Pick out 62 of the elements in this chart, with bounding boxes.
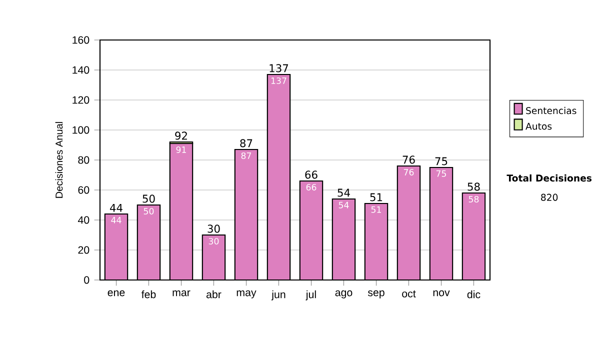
x-tick-label: dic [467, 290, 480, 298]
data-label: 50 [144, 208, 154, 214]
text: Total Decisiones [506, 174, 592, 182]
bar [462, 192, 486, 280]
bar [332, 199, 356, 280]
data-label: 54 [338, 202, 349, 208]
y-tick-label: 60 [78, 186, 90, 194]
y-tick-label: 0 [84, 276, 90, 284]
total-label: 44 [110, 204, 122, 212]
y-axis-title: Decisiones Anual [55, 122, 63, 198]
x-tick-label: abr [206, 290, 222, 298]
data-label: 44 [111, 216, 122, 224]
x-tick-label: jun [271, 290, 286, 300]
data-label: 66 [306, 184, 316, 190]
y-tick-label: 20 [78, 246, 90, 254]
y-tick-label: 100 [72, 126, 90, 134]
data-label: 75 [436, 170, 446, 177]
y-tick-label: 40 [78, 216, 90, 224]
data-label: 30 [208, 238, 219, 244]
data-label: 137 [271, 77, 286, 84]
total-label: 66 [305, 170, 318, 179]
bar [430, 168, 453, 280]
legend-label: Sentencias [526, 106, 576, 114]
x-tick-label: jul [306, 290, 316, 300]
total-label: 76 [402, 156, 415, 164]
data-label: 76 [404, 168, 414, 176]
x-tick-label: ene [108, 290, 125, 296]
x-tick-label: nov [433, 290, 450, 296]
total-label: 92 [175, 132, 187, 140]
y-tick-label: 120 [72, 96, 90, 104]
data-label: 58 [468, 196, 479, 202]
x-tick-label: sep [368, 290, 384, 298]
data-label: 91 [176, 146, 186, 153]
bar [234, 150, 258, 280]
bar [364, 204, 388, 280]
bar [170, 144, 193, 280]
total-label: 58 [468, 182, 480, 191]
total-label: 51 [370, 193, 382, 202]
bar [137, 205, 160, 280]
text: 820 [541, 194, 558, 201]
y-tick-label: 80 [78, 156, 90, 164]
x-tick-label: may [236, 290, 256, 298]
total-label: 30 [208, 224, 220, 233]
data-label: 51 [371, 206, 381, 213]
bar [267, 74, 290, 280]
bar [300, 181, 323, 280]
x-tick-label: feb [141, 290, 156, 298]
y-tick-label: 140 [72, 66, 90, 74]
total-label: 75 [435, 157, 448, 166]
total-label: 87 [240, 139, 252, 148]
x-tick-label: mar [172, 290, 190, 296]
y-tick-label: 160 [72, 36, 90, 44]
bar [202, 235, 226, 280]
legend-label: Autos [526, 122, 552, 130]
data-label: 87 [241, 152, 252, 159]
total-label: 54 [338, 188, 350, 197]
bar [104, 214, 128, 280]
bar [397, 166, 420, 280]
total-label: 50 [142, 194, 155, 203]
x-tick-label: ago [335, 290, 352, 298]
x-tick-label: oct [402, 290, 416, 298]
total-label: 137 [270, 64, 288, 72]
